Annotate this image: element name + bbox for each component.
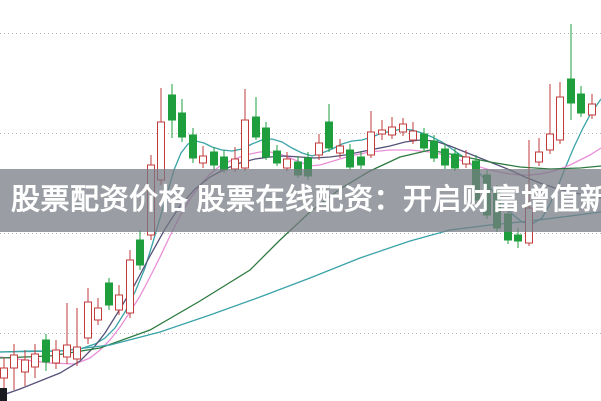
candle-body [105,282,113,306]
candle-body [115,294,123,311]
candle-body [42,339,50,363]
candle-body [31,353,39,368]
candle-body [52,349,60,364]
candle-body [241,119,249,169]
page-title: 股票配资价格 股票在线配资：开启财富增值新篇章 [11,184,601,216]
candle-body [21,359,29,373]
candle-body [409,130,417,141]
candle-body [231,158,239,170]
candle-body [514,234,522,242]
candle-body [126,259,134,314]
candle-body [252,116,260,138]
candle-body [199,155,207,164]
candle-body [367,131,375,156]
candle-body [10,354,18,369]
clipped-text-fragment [0,388,7,401]
candle-body [189,134,197,159]
candle-body [315,142,323,156]
candle-body [168,94,176,121]
candle-body [430,140,438,159]
candle-body [378,129,386,135]
candle-body [567,78,575,104]
candle-body [346,149,354,168]
candle-body [451,153,459,169]
candle-body [210,151,218,166]
candle-body [546,133,554,151]
candle-body [94,307,102,321]
candle-body [441,148,449,166]
candle-body [535,151,543,163]
candle-body [388,126,396,136]
candle-body [588,103,596,116]
candle-body [462,156,470,165]
candle-body [63,344,71,358]
candle-body [336,145,344,154]
candle-body [577,93,585,114]
candle-body [0,367,8,379]
candle-body [357,156,365,166]
candle-body [84,301,92,339]
candle-body [73,346,81,360]
candle-body [399,123,407,133]
candle-body [262,127,270,158]
candle-body [420,133,428,149]
candle-body [556,96,564,141]
candle-body [273,150,281,164]
candle-body [136,239,144,266]
candle-body [283,158,291,169]
candle-body [325,121,333,149]
candle-body [178,112,186,138]
title-banner: 股票配资价格 股票在线配资：开启财富增值新篇章 [0,169,601,232]
